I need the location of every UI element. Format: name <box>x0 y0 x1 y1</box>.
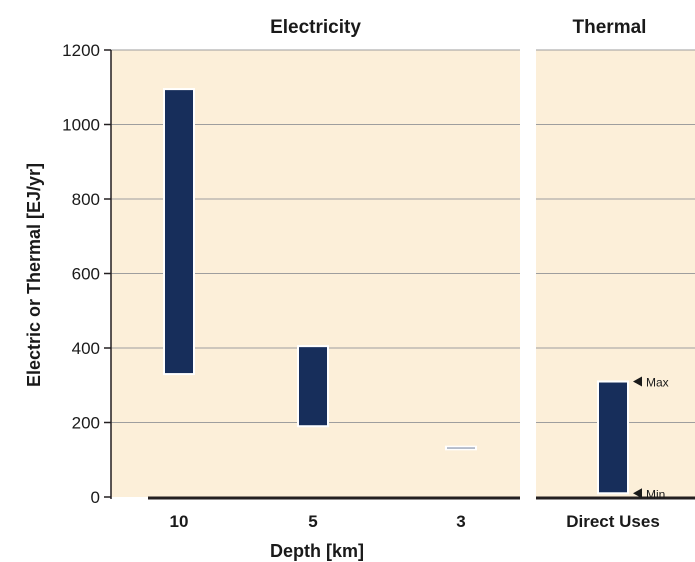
y-tick-label: 800 <box>72 190 100 209</box>
y-tick-label: 0 <box>91 488 100 507</box>
range-bar <box>297 345 329 428</box>
y-tick-label: 600 <box>72 265 100 284</box>
y-tick-label: 1200 <box>62 41 100 60</box>
annotation-arrow <box>633 376 642 387</box>
x-tick-label: Direct Uses <box>566 512 660 531</box>
y-axis-title: Electric or Thermal [EJ/yr] <box>24 163 44 387</box>
panel-title: Thermal <box>573 17 647 38</box>
x-tick-label: 5 <box>308 512 317 531</box>
x-tick-label: 10 <box>170 512 189 531</box>
annotation-arrow <box>633 488 642 499</box>
y-tick-label: 200 <box>72 414 100 433</box>
y-tick-label: 400 <box>72 339 100 358</box>
range-bar <box>445 445 477 451</box>
panel-title: Electricity <box>270 17 361 38</box>
annotation-label: Min <box>646 487 665 501</box>
range-bar <box>597 380 629 495</box>
range-bar <box>163 88 195 376</box>
x-tick-label: 3 <box>456 512 465 531</box>
annotation-label: Max <box>646 376 669 390</box>
x-axis-title: Depth [km] <box>270 541 364 561</box>
y-tick-label: 1000 <box>62 116 100 135</box>
plot-area: Electricity Thermal 0 200 400 600 800 1000 1200 1… <box>62 17 695 531</box>
